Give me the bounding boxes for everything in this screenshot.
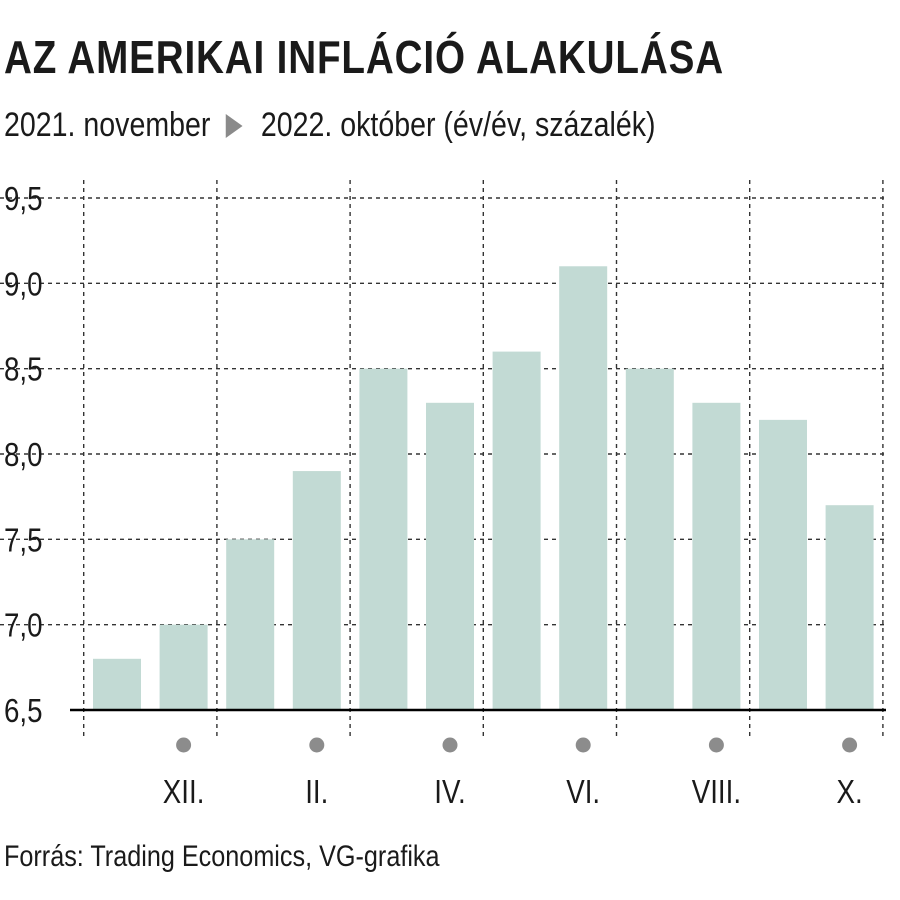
x-tick-label: VI. [566, 774, 600, 811]
bar-7 [492, 351, 541, 710]
bar-6 [426, 402, 474, 710]
x-tick-label: VIII. [692, 774, 741, 811]
arrow-right-icon [225, 113, 243, 138]
bar-8 [559, 266, 608, 710]
month-marker-dot [842, 737, 858, 753]
chart-title: AZ AMERIKAI INFLÁCIÓ ALAKULÁSA [4, 31, 724, 83]
subtitle-end: 2022. október (év/év, százalék) [260, 106, 656, 144]
bar-9 [625, 368, 674, 710]
month-marker-dot [442, 737, 458, 753]
y-tick-label: 9,5 [4, 181, 43, 218]
y-tick-label: 6,5 [4, 693, 43, 730]
y-tick-label: 7,0 [4, 607, 43, 644]
y-tick-label: 8,0 [4, 437, 43, 474]
month-marker-dot [309, 737, 325, 753]
y-tick-label: 8,5 [4, 351, 43, 388]
x-tick-label: X. [837, 774, 863, 811]
y-tick-label: 7,5 [4, 522, 43, 559]
chart-subtitle: 2021. november 2022. október (év/év, szá… [4, 106, 656, 145]
bar-chart: 6,5 7,0 7,5 8,0 8,5 9,0 9,5 XII. II. IV. VI. VIII. X… [0, 180, 886, 811]
bar-12 [825, 505, 874, 710]
x-tick-label: II. [305, 774, 328, 811]
month-marker-dot [575, 737, 591, 753]
month-marker-dot [176, 737, 192, 753]
x-tick-label: IV. [434, 774, 465, 811]
bars [93, 266, 874, 710]
bar-5 [359, 368, 408, 710]
bar-3 [226, 539, 275, 710]
subtitle-start: 2021. november [4, 106, 211, 144]
y-tick-label: 9,0 [4, 266, 43, 303]
bar-1 [93, 658, 141, 710]
month-marker-dot [708, 737, 724, 753]
bar-11 [759, 419, 807, 710]
bar-10 [692, 402, 741, 710]
gridlines [0, 180, 886, 738]
source-note: Forrás: Trading Economics, VG-grafika [4, 840, 440, 873]
bar-2 [159, 624, 208, 710]
x-tick-label: XII. [163, 774, 205, 811]
axis-labels: 6,5 7,0 7,5 8,0 8,5 9,0 9,5 XII. II. IV. VI. VIII. X… [4, 181, 863, 811]
bar-4 [292, 471, 341, 710]
